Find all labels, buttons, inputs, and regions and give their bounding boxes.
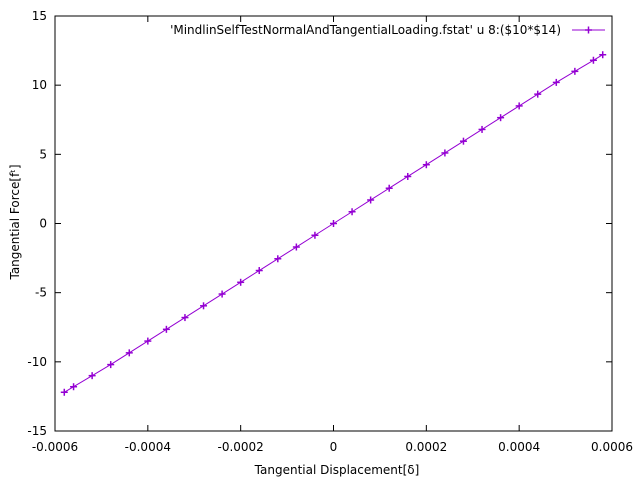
- data-point: [422, 161, 430, 169]
- x-tick-label: -0.0004: [125, 440, 171, 454]
- data-point: [144, 337, 152, 345]
- legend-label: 'MindlinSelfTestNormalAndTangentialLoadi…: [170, 23, 561, 37]
- data-point: [599, 51, 607, 59]
- y-tick-label: 15: [32, 9, 47, 23]
- x-tick-label: 0.0006: [591, 440, 633, 454]
- x-tick-label: 0.0002: [405, 440, 447, 454]
- data-point: [404, 172, 412, 180]
- data-point: [255, 267, 263, 275]
- series-layer: [60, 51, 607, 396]
- y-tick-label: -5: [35, 286, 47, 300]
- x-tick-label: 0.0004: [498, 440, 540, 454]
- legend-marker: [585, 26, 592, 34]
- data-point: [367, 196, 375, 204]
- data-point: [571, 67, 579, 75]
- data-point: [125, 349, 133, 357]
- y-tick-label: -10: [27, 355, 47, 369]
- data-point: [348, 208, 356, 216]
- data-point: [534, 90, 542, 98]
- x-axis: -0.0006 -0.0004 -0.0002 0 0.0002 0.0004 0.0006: [32, 16, 633, 454]
- data-point: [459, 137, 467, 145]
- data-point: [88, 372, 96, 380]
- data-point: [515, 102, 523, 110]
- data-point: [441, 149, 449, 157]
- data-point: [497, 114, 505, 122]
- data-point: [589, 56, 597, 64]
- data-point: [478, 125, 486, 133]
- data-point: [237, 278, 245, 286]
- data-point: [311, 231, 319, 239]
- legend: 'MindlinSelfTestNormalAndTangentialLoadi…: [170, 23, 605, 37]
- data-point: [200, 302, 208, 310]
- y-tick-label: 0: [39, 217, 47, 231]
- data-point: [162, 325, 170, 333]
- data-point: [552, 78, 560, 86]
- data-point: [60, 388, 68, 396]
- data-point: [218, 290, 226, 298]
- data-point: [70, 383, 78, 391]
- y-tick-label: 10: [32, 78, 47, 92]
- y-axis: -15 -10 -5 0 5 10 15: [27, 9, 612, 438]
- y-axis-title: Tangential Force[fᵗ]: [8, 164, 22, 280]
- data-point: [330, 220, 337, 227]
- data-point: [292, 243, 300, 251]
- y-tick-label: 5: [39, 147, 47, 161]
- y-tick-label: -15: [27, 424, 47, 438]
- x-tick-label: -0.0006: [32, 440, 78, 454]
- x-tick-label: -0.0002: [218, 440, 264, 454]
- data-point: [385, 184, 393, 192]
- x-tick-label: 0: [330, 440, 338, 454]
- data-point: [181, 314, 189, 322]
- data-point: [107, 361, 115, 369]
- x-axis-title: Tangential Displacement[δ]: [254, 463, 420, 477]
- data-point: [274, 255, 282, 263]
